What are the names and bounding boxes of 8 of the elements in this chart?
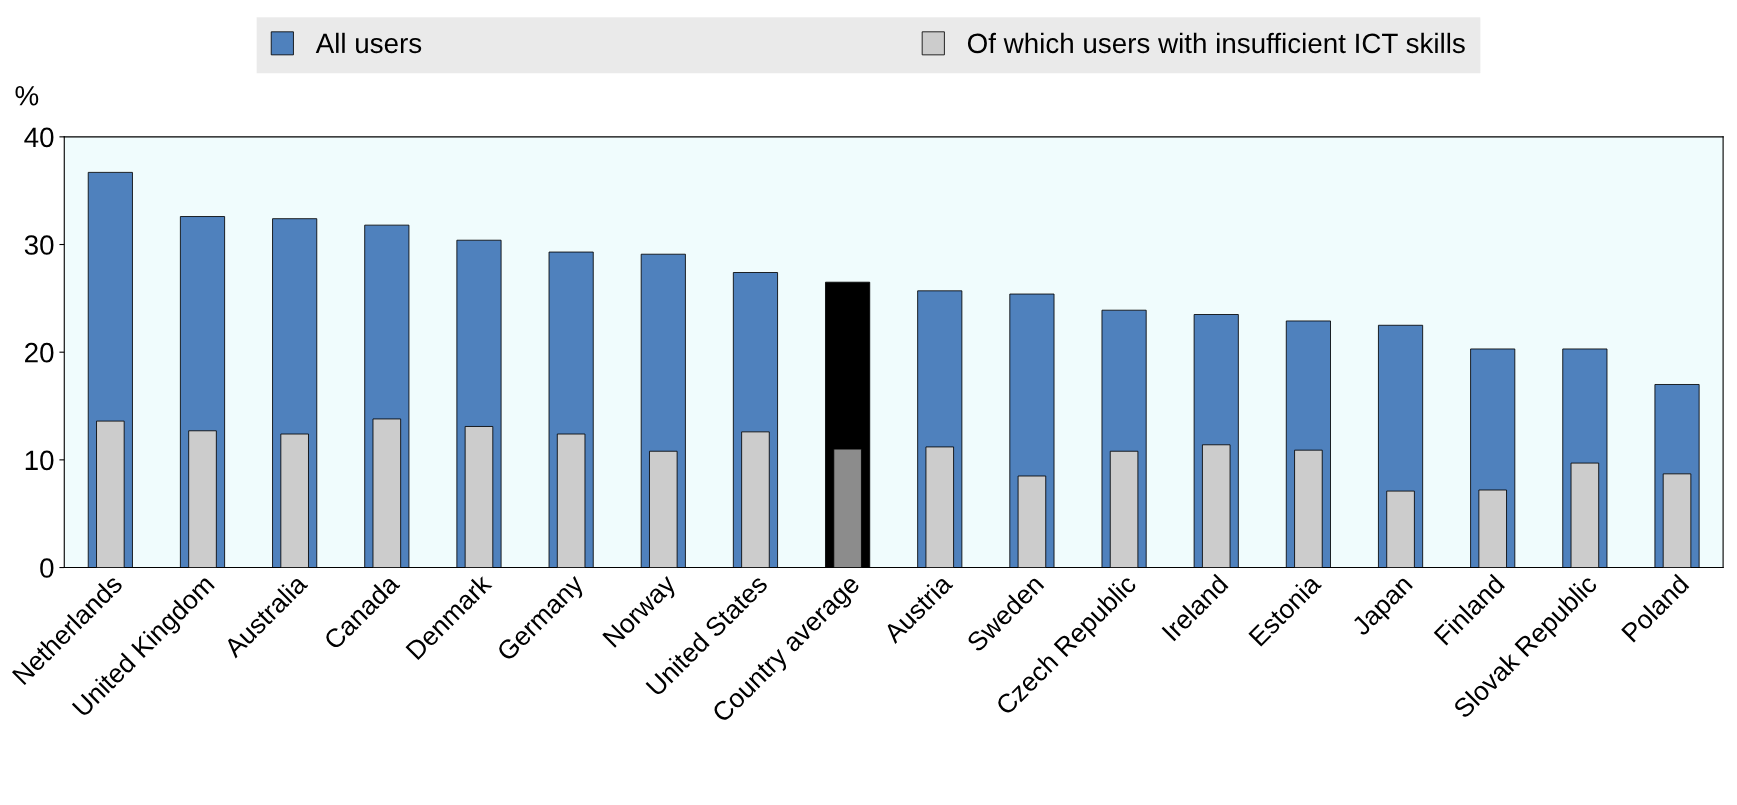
- y-tick-label: 0: [40, 558, 54, 578]
- y-tick-label: 30: [24, 235, 54, 255]
- legend-label: All users: [315, 32, 422, 54]
- y-tick-label: 20: [25, 342, 54, 363]
- legend-label: Of which users with insufficient ICT skills: [967, 32, 1465, 54]
- y-tick-label: 40: [24, 127, 54, 148]
- y-axis-title: %: [15, 85, 39, 106]
- y-tick-label: 10: [25, 450, 54, 471]
